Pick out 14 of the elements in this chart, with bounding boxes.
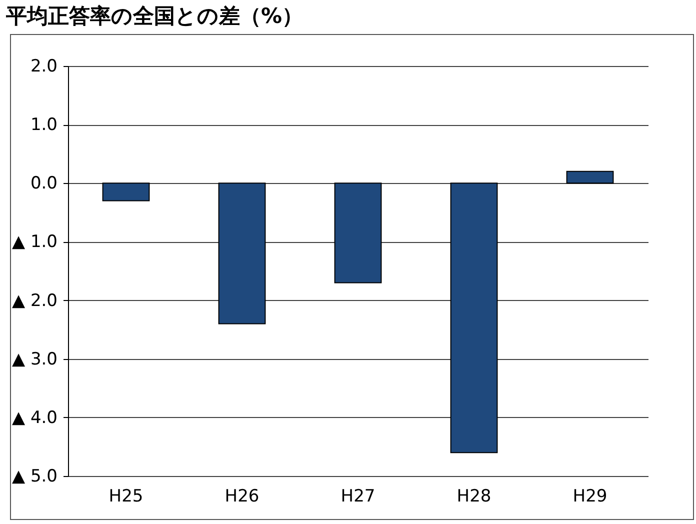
y-tick-label: 0.0 bbox=[30, 174, 58, 194]
y-tick-label: ▲ 5.0 bbox=[12, 466, 58, 486]
x-tick-label: H28 bbox=[456, 486, 492, 506]
x-tick-label: H27 bbox=[340, 486, 376, 506]
y-tick-label: 1.0 bbox=[30, 115, 58, 136]
y-tick-label: ▲ 4.0 bbox=[12, 408, 58, 428]
y-tick-label: ▲ 3.0 bbox=[12, 349, 58, 370]
x-tick-label: H26 bbox=[224, 486, 260, 506]
chart-title: 平均正答率の全国との差（%） bbox=[5, 3, 304, 30]
x-tick-label: H29 bbox=[572, 486, 608, 506]
y-tick-label: 2.0 bbox=[30, 56, 58, 76]
x-tick-label: H25 bbox=[108, 486, 144, 506]
y-tick-label: ▲ 2.0 bbox=[12, 290, 58, 311]
y-tick-label: ▲ 1.0 bbox=[12, 232, 58, 252]
